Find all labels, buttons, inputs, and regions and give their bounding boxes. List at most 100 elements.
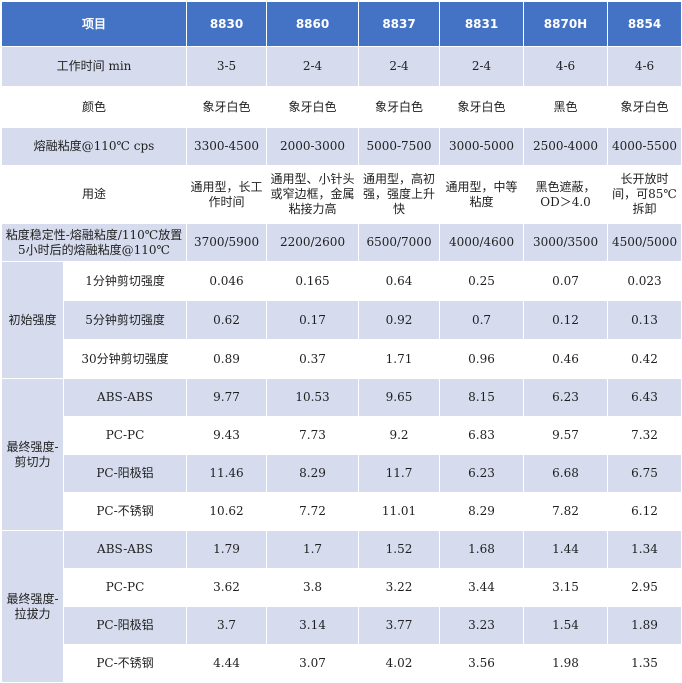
table-cell: 通用型，中等粘度 (439, 165, 525, 224)
table-row: 30分钟剪切强度 0.89 0.37 1.71 0.96 0.46 0.42 (2, 339, 682, 379)
table-cell: 3-5 (186, 46, 268, 87)
header-8860: 8860 (266, 1, 360, 47)
table-cell: 11.46 (186, 454, 268, 493)
table-cell: 2-4 (439, 46, 525, 87)
table-cell: 3300-4500 (186, 127, 268, 166)
table-cell: 3.56 (439, 644, 525, 683)
table-cell: 3.15 (523, 568, 609, 607)
table-cell: 4.44 (186, 644, 268, 683)
header-item: 项目 (0, 1, 188, 47)
table-cell: 6500/7000 (358, 223, 441, 262)
table-cell: 3.23 (439, 606, 525, 645)
table-cell: 1.68 (439, 530, 525, 569)
table-cell: 1.98 (523, 644, 609, 683)
table-cell: 2000-3000 (266, 127, 360, 166)
table-cell: 象牙白色 (439, 86, 525, 128)
table-cell: 0.17 (266, 300, 360, 340)
table-cell: 7.82 (523, 492, 609, 531)
table-cell: 7.32 (607, 416, 682, 455)
table-row: 粘度稳定性-熔融粘度/110℃放置5小时后的熔融粘度@110℃ 3700/590… (0, 223, 682, 262)
table-cell: 4.02 (358, 644, 441, 683)
table-cell: 2.95 (607, 568, 682, 607)
table-cell: 10.62 (186, 492, 268, 531)
table-cell: 4500/5000 (607, 223, 682, 262)
table-cell: 0.46 (523, 339, 609, 379)
table-cell: 4-6 (607, 46, 682, 87)
table-cell: 3.44 (439, 568, 525, 607)
table-cell: 长开放时间，可85℃拆卸 (607, 165, 682, 224)
table-cell: 1.71 (358, 339, 441, 379)
row-label: 1分钟剪切强度 (62, 261, 188, 301)
table-cell: 象牙白色 (607, 86, 682, 128)
row-label: 用途 (0, 165, 188, 224)
table-cell: 象牙白色 (358, 86, 441, 128)
table-cell: 0.37 (266, 339, 360, 379)
table-row: 初始强度 1分钟剪切强度 0.046 0.165 0.64 0.25 0.07 … (1, 261, 682, 379)
table-row: 工作时间 min 3-5 2-4 2-4 2-4 4-6 4-6 (0, 46, 682, 87)
row-label: PC-阳极铝 (62, 454, 188, 493)
table-cell: 3.07 (266, 644, 360, 683)
table-cell: 3.14 (266, 606, 360, 645)
table-cell: 8.15 (439, 378, 525, 417)
table-cell: 6.83 (439, 416, 525, 455)
table-cell: 3000-5000 (439, 127, 525, 166)
table-cell: 3700/5900 (186, 223, 268, 262)
table-cell: 2-4 (266, 46, 360, 87)
row-label: PC-阳极铝 (62, 606, 188, 645)
row-label: 粘度稳定性-熔融粘度/110℃放置5小时后的熔融粘度@110℃ (0, 223, 188, 262)
table-cell: 3.77 (358, 606, 441, 645)
table-cell: 11.7 (358, 454, 441, 493)
table-row: 最终强度-剪切力 ABS-ABS 9.77 10.53 9.65 8.15 6.… (1, 378, 682, 531)
table-cell: 8.29 (266, 454, 360, 493)
table-cell: 10.53 (266, 378, 360, 417)
table-cell: 9.2 (358, 416, 441, 455)
table-cell: 6.23 (523, 378, 609, 417)
table-cell: 0.89 (186, 339, 268, 379)
row-label: PC-PC (62, 416, 188, 455)
table-cell: 5000-7500 (358, 127, 441, 166)
table-cell: 4000/4600 (439, 223, 525, 262)
table-cell: 0.046 (186, 261, 268, 301)
header-8831: 8831 (439, 1, 525, 47)
table-row: 颜色 象牙白色 象牙白色 象牙白色 象牙白色 黑色 象牙白色 (0, 86, 682, 128)
table-cell: 通用型，高初强，强度上升快 (358, 165, 441, 224)
row-label: 颜色 (0, 86, 188, 128)
table-cell: 1.79 (186, 530, 268, 569)
row-label: ABS-ABS (62, 378, 188, 417)
table-row: PC-阳极铝 3.7 3.14 3.77 3.23 1.54 1.89 (2, 606, 682, 645)
table-cell: 9.77 (186, 378, 268, 417)
table-cell: 0.25 (439, 261, 525, 301)
table-cell: 6.75 (607, 454, 682, 493)
row-label: 5分钟剪切强度 (62, 300, 188, 340)
table-cell: 1.7 (266, 530, 360, 569)
table-cell: 1.34 (607, 530, 682, 569)
row-label: 30分钟剪切强度 (62, 339, 188, 379)
table-row: 最终强度-拉拔力 ABS-ABS 1.79 1.7 1.52 1.68 1.44… (1, 530, 682, 683)
table-cell: 黑色 (523, 86, 609, 128)
table-cell: 通用型，长工作时间 (186, 165, 268, 224)
table-cell: 1.52 (358, 530, 441, 569)
table-cell: 9.65 (358, 378, 441, 417)
table-cell: 9.57 (523, 416, 609, 455)
table-cell: 7.73 (266, 416, 360, 455)
table-cell: 6.68 (523, 454, 609, 493)
table-cell: 0.64 (358, 261, 441, 301)
table-cell: 2200/2600 (266, 223, 360, 262)
table-row: PC-不锈钢 4.44 3.07 4.02 3.56 1.98 1.35 (2, 644, 682, 683)
row-label: PC-不锈钢 (62, 492, 188, 531)
table-cell: 9.43 (186, 416, 268, 455)
table-cell: 6.43 (607, 378, 682, 417)
header-8837: 8837 (358, 1, 441, 47)
table-row: PC-阳极铝 11.46 8.29 11.7 6.23 6.68 6.75 (2, 454, 682, 493)
table-cell: 6.23 (439, 454, 525, 493)
table-cell: 0.96 (439, 339, 525, 379)
table-cell: 11.01 (358, 492, 441, 531)
table-cell: 3.62 (186, 568, 268, 607)
header-8870h: 8870H (523, 1, 609, 47)
table-cell: 1.44 (523, 530, 609, 569)
table-cell: 0.023 (607, 261, 682, 301)
table-row: PC-PC 3.62 3.8 3.22 3.44 3.15 2.95 (2, 568, 682, 607)
header-8830: 8830 (186, 1, 268, 47)
table-cell: 0.12 (523, 300, 609, 340)
